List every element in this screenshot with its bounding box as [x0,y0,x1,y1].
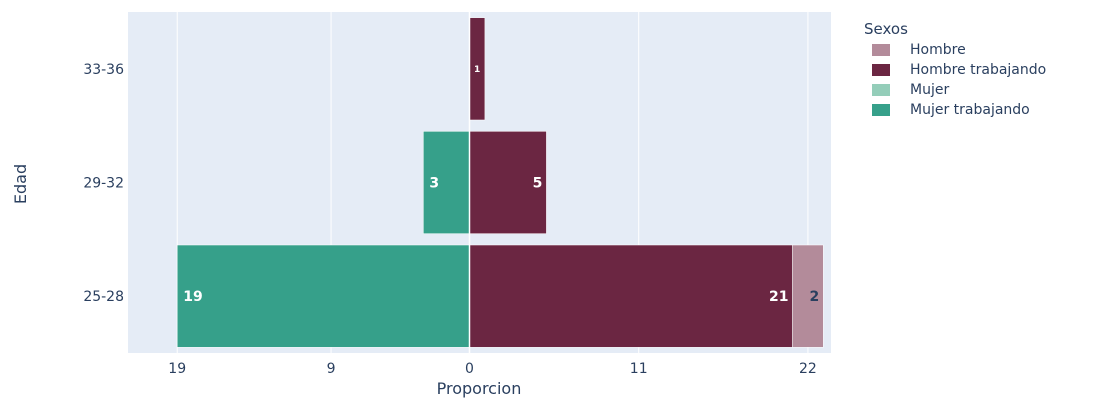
bar-hombre-trabajando-25-28 [469,244,793,348]
bar-value-label: 2 [810,289,820,305]
bar-value-label: 21 [769,289,788,305]
legend-label: Hombre [910,42,966,58]
bar-value-label: 19 [183,289,202,305]
bar-value-label: 3 [429,176,439,192]
bars [176,17,824,348]
bar-hombre-25-28 [792,244,824,348]
x-axis-title: Proporcion [437,379,522,398]
x-tick-label: 22 [799,361,817,377]
legend-swatch [872,64,890,76]
legend-label: Mujer trabajando [910,102,1030,118]
legend-swatch [872,104,890,116]
y-axis-title: Edad [11,164,30,204]
x-tick-label: 19 [168,361,186,377]
bar-value-label: 1 [474,65,480,75]
legend-item[interactable]: Hombre [864,40,1046,60]
y-axis-ticks: 25-28 29-32 33-36 [83,62,124,305]
legend: Sexos Hombre Hombre trabajando Mujer Mujer … [864,20,1046,120]
legend-items: Hombre Hombre trabajando Mujer Mujer trabaj… [864,40,1046,120]
bar-value-label: 5 [533,176,543,192]
x-tick-label: 0 [465,361,474,377]
legend-label: Hombre trabajando [910,62,1047,78]
bar-mujer-trabajando-25-28 [176,244,470,348]
y-tick-label: 25-28 [83,289,124,305]
legend-title: Sexos [864,20,908,38]
bar-labels: 21 2 19 5 3 1 [183,65,819,305]
legend-swatch [872,84,890,96]
y-tick-label: 33-36 [83,62,124,78]
legend-item[interactable]: Hombre trabajando [864,60,1046,80]
bar-hombre-trabajando-29-32 [469,131,547,234]
y-tick-label: 29-32 [83,176,124,192]
x-tick-label: 11 [630,361,648,377]
legend-label: Mujer [910,82,950,98]
x-tick-label: 9 [327,361,336,377]
legend-item[interactable]: Mujer [864,80,1046,100]
legend-swatch [872,44,890,56]
x-axis-ticks: 19 9 0 11 22 [168,361,817,377]
legend-item[interactable]: Mujer trabajando [864,100,1046,120]
